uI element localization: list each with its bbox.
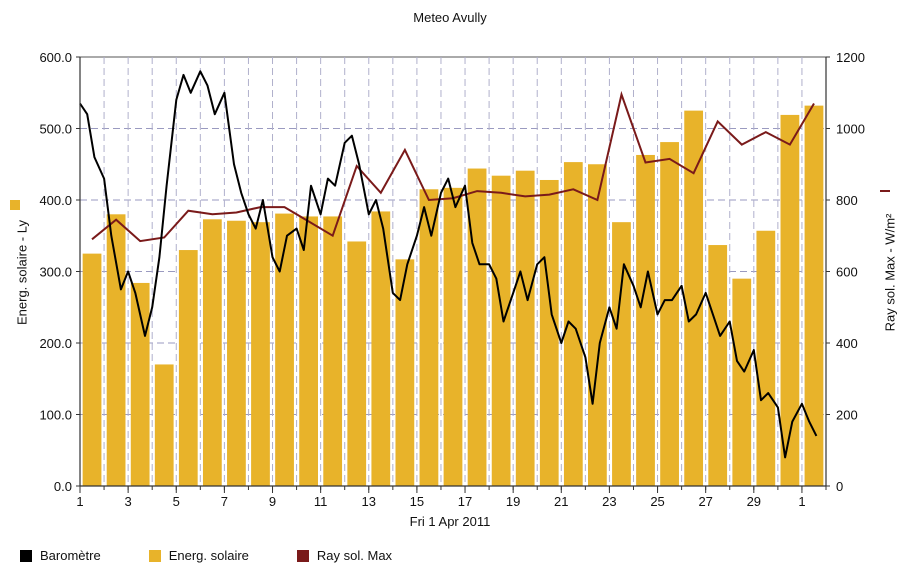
y-right-tick-label: 0 (836, 479, 843, 494)
y-right-tick-label: 1200 (836, 50, 865, 65)
bar-energ-solaire (804, 105, 824, 487)
bar-energ-solaire (227, 220, 246, 487)
bar-energ-solaire (491, 175, 511, 486)
legend-label-ray-sol-max: Ray sol. Max (316, 548, 393, 563)
bar-energ-solaire (178, 250, 198, 486)
y-axis-right-label: Ray sol. Max - W/m² (882, 213, 898, 332)
y-right-tick-label: 400 (836, 336, 858, 351)
chart-title: Meteo Avully (413, 10, 487, 25)
x-tick-label: 1 (798, 494, 805, 509)
x-tick-label: 3 (125, 494, 132, 509)
bar-energ-solaire (154, 364, 174, 486)
bar-energ-solaire (732, 278, 752, 486)
x-tick-label: 9 (269, 494, 276, 509)
legend: Baromètre Energ. solaire Ray sol. Max (20, 548, 440, 563)
legend-item-energ-solaire: Energ. solaire (148, 548, 249, 563)
x-tick-label: 19 (506, 494, 520, 509)
bar-energ-solaire (323, 216, 343, 486)
bar-energ-solaire (660, 142, 679, 486)
y-right-tick-label: 1000 (836, 122, 865, 137)
x-tick-label: 13 (362, 494, 376, 509)
bar-energ-solaire (371, 211, 391, 486)
bar-energ-solaire (275, 213, 294, 486)
lines-layer (79, 70, 818, 459)
x-tick-label: 23 (602, 494, 616, 509)
x-tick-label: 25 (650, 494, 664, 509)
y-left-tick-label: 100.0 (39, 408, 72, 423)
bar-energ-solaire (347, 241, 367, 486)
legend-swatch-barometre (20, 549, 32, 562)
y-right-tick-label: 800 (836, 193, 858, 208)
axes-layer: 0.0 100.0 200.0 300.0 400.0 500.0 600.0 0 200 400… (39, 50, 864, 509)
bars-layer (82, 105, 824, 487)
bar-energ-solaire (299, 216, 318, 486)
y-left-tick-label: 0.0 (54, 479, 72, 494)
bar-energ-solaire (780, 114, 800, 486)
bar-energ-solaire (588, 164, 607, 486)
x-tick-label: 27 (698, 494, 712, 509)
x-tick-label: 5 (173, 494, 180, 509)
bar-energ-solaire (708, 245, 728, 486)
legend-label-energ-solaire: Energ. solaire (168, 548, 249, 563)
bar-energ-solaire (251, 222, 270, 487)
right-axis-swatch (880, 190, 890, 192)
bar-energ-solaire (539, 179, 559, 487)
legend-swatch-ray-sol-max (296, 549, 309, 562)
bar-energ-solaire (563, 162, 583, 487)
x-tick-label: 21 (554, 494, 568, 509)
left-axis-swatch (10, 200, 20, 210)
y-left-tick-label: 200.0 (39, 336, 72, 351)
bar-energ-solaire (684, 110, 704, 486)
y-right-tick-label: 200 (836, 408, 858, 423)
legend-label-barometre: Baromètre (40, 548, 101, 563)
bar-energ-solaire (202, 219, 222, 486)
x-tick-label: 11 (314, 494, 328, 509)
line-barometre (79, 70, 818, 459)
bar-energ-solaire (106, 214, 126, 487)
x-tick-label: 7 (221, 494, 228, 509)
x-tick-label: 15 (410, 494, 424, 509)
bar-energ-solaire (395, 259, 415, 486)
y-axis-left-label: Energ. solaire - Ly (14, 220, 30, 326)
bar-energ-solaire (515, 170, 535, 486)
legend-item-barometre: Baromètre (20, 548, 101, 563)
y-left-tick-label: 600.0 (39, 50, 72, 65)
bar-energ-solaire (612, 222, 631, 487)
x-axis-label: Fri 1 Apr 2011 (409, 514, 491, 529)
bar-energ-solaire (467, 168, 487, 487)
y-left-tick-label: 300.0 (39, 265, 72, 280)
x-tick-label: 1 (76, 494, 83, 509)
bar-energ-solaire (443, 187, 463, 486)
y-right-tick-label: 600 (836, 265, 858, 280)
bar-energ-solaire (419, 189, 439, 486)
legend-swatch-energ-solaire (148, 549, 161, 562)
bar-energ-solaire (82, 253, 102, 486)
y-left-tick-label: 500.0 (39, 122, 72, 137)
y-left-tick-label: 400.0 (39, 193, 72, 208)
x-tick-label: 17 (458, 494, 472, 509)
bar-energ-solaire (756, 230, 776, 486)
x-tick-label: 29 (747, 494, 761, 509)
legend-item-ray-sol-max: Ray sol. Max (296, 548, 393, 563)
bar-energ-solaire (636, 154, 655, 486)
